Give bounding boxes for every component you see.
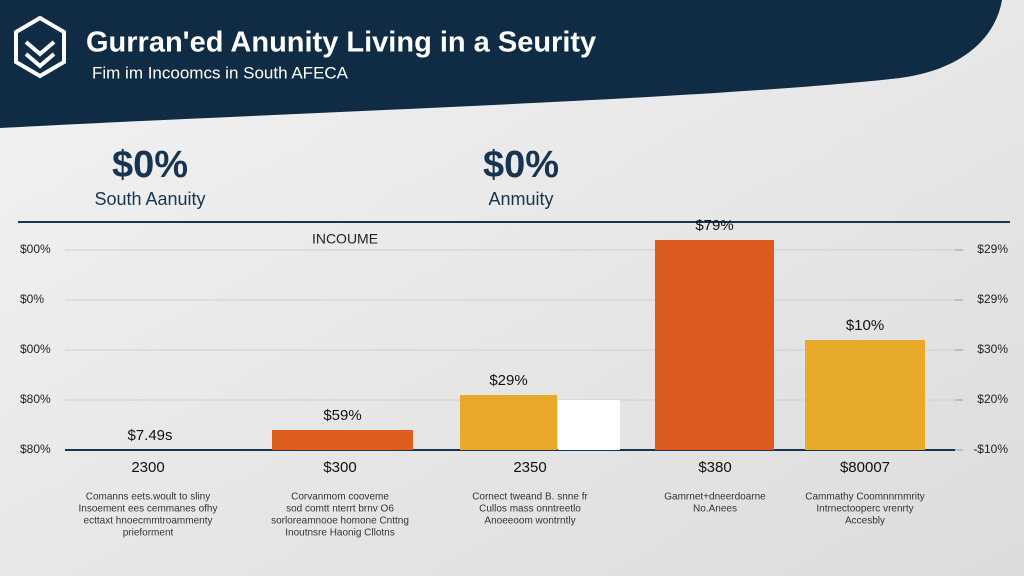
- note: Comanns eets.woult to sliny: [86, 492, 211, 503]
- note: Insoement ees cemmanes ofhy: [79, 504, 218, 515]
- subtitle: Fim im Incoomcs in South AFECA: [92, 63, 349, 82]
- stat-value: $0%: [483, 144, 559, 186]
- note: Intrnectooperc vrenrty: [816, 504, 913, 515]
- bar: [805, 340, 925, 450]
- chart-title: INCOUME: [312, 231, 378, 247]
- note: Cammathy Coomnnrnmrity: [805, 492, 924, 503]
- title: Gurran'ed Anunity Living in a Seurity: [86, 27, 596, 59]
- x-tick-label: $80007: [840, 459, 890, 476]
- y-tick-label: $80%: [20, 392, 51, 406]
- note: ecttaxt hnoecmmtroammenty: [84, 516, 213, 527]
- y-tick-label: $00%: [20, 242, 51, 256]
- y-tick-label: $80%: [20, 442, 51, 456]
- value-label: $7.49s: [127, 427, 172, 444]
- x-tick-label: $380: [698, 459, 731, 476]
- value-label: $29%: [489, 372, 527, 389]
- note: Cullos mass onntreetlo: [479, 504, 581, 515]
- note: No.Anees: [693, 504, 737, 515]
- y2-tick-label: $20%: [977, 392, 1008, 406]
- stat-label: South Aanuity: [94, 189, 205, 209]
- note: Inoutnsre Haonig Cllotns: [285, 528, 395, 539]
- note: Gamrnet+dneerdoarne: [664, 492, 766, 503]
- stat-label: Anmuity: [488, 189, 553, 209]
- note: prieforment: [123, 528, 174, 539]
- y-tick-label: $0%: [20, 292, 44, 306]
- note: Corvanmom cooveme: [291, 492, 389, 503]
- note: Accesbly: [845, 516, 885, 527]
- value-label: $59%: [323, 407, 361, 424]
- y2-tick-label: $30%: [977, 342, 1008, 356]
- x-tick-label: 2300: [131, 459, 164, 476]
- header-banner: [0, 0, 1002, 128]
- x-tick-label: $300: [323, 459, 356, 476]
- note: Anoeeoom wontrntly: [484, 516, 575, 527]
- y2-tick-label: -$10%: [973, 442, 1008, 456]
- y-tick-label: $00%: [20, 342, 51, 356]
- note: sod comtt nterrt brnv O6: [286, 504, 394, 515]
- value-label: $10%: [846, 317, 884, 334]
- bar: [460, 395, 557, 450]
- y2-tick-label: $29%: [977, 242, 1008, 256]
- bar: [272, 430, 413, 450]
- y2-tick-label: $29%: [977, 292, 1008, 306]
- note: Cornect tweand B. snne fr: [472, 492, 588, 503]
- stat-value: $0%: [112, 144, 188, 186]
- bar: [558, 400, 620, 450]
- logo: [14, 15, 66, 79]
- value-label: $79%: [695, 217, 733, 234]
- note: sorloreamnooe homone Cnttng: [271, 516, 409, 527]
- x-tick-label: 2350: [513, 459, 546, 476]
- bar: [655, 240, 774, 450]
